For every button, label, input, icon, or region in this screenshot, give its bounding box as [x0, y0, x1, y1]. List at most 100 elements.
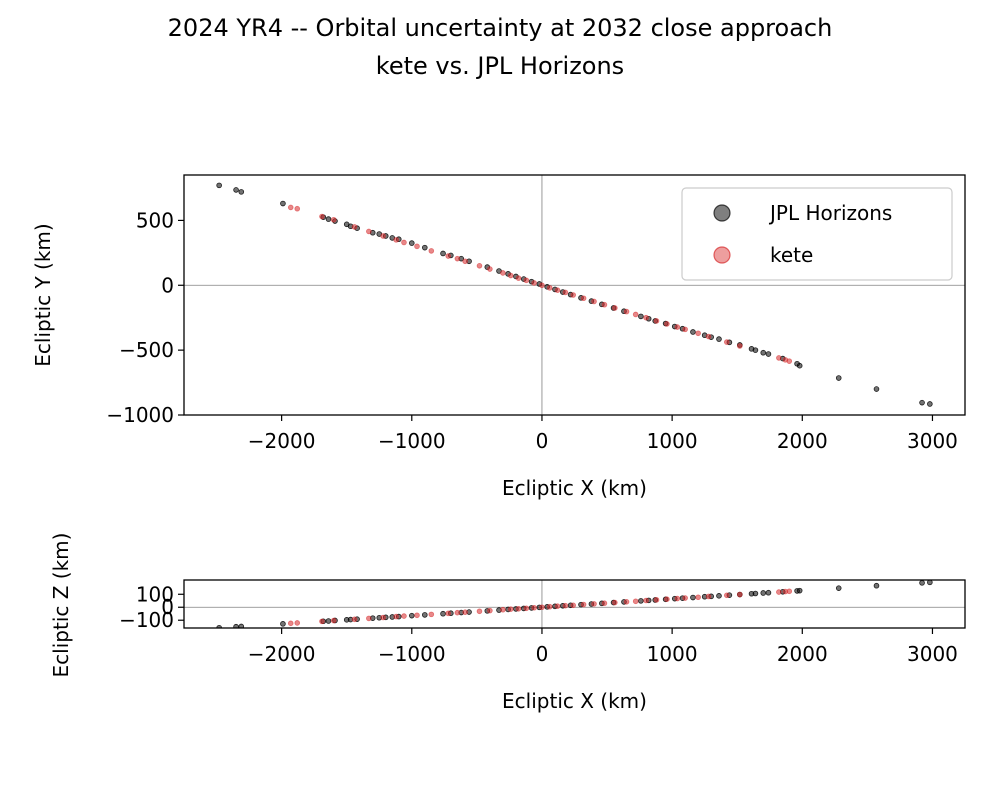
- kete-point: [287, 204, 294, 211]
- kete-point: [476, 608, 483, 615]
- kete-point: [330, 617, 337, 624]
- kete-point: [487, 607, 493, 614]
- jpl-point: [216, 182, 222, 189]
- jpl-point: [408, 240, 415, 246]
- kete-point: [562, 602, 569, 609]
- kete-point: [632, 311, 639, 318]
- kete-point: [351, 616, 358, 623]
- jpl-point: [765, 589, 772, 596]
- y-tick-label: 0: [161, 273, 174, 297]
- jpl-point: [440, 610, 446, 617]
- x-tick-label: 2000: [777, 429, 828, 453]
- kete-point: [507, 272, 514, 279]
- kete-point: [500, 606, 506, 613]
- kete-point: [570, 292, 576, 298]
- kete-point: [445, 610, 452, 617]
- kete-point: [601, 301, 608, 308]
- kete-point: [294, 205, 301, 212]
- legend: [681, 187, 953, 281]
- kete-point: [393, 613, 399, 620]
- x-tick-label: −1000: [378, 642, 446, 666]
- x-tick-label: 2000: [777, 642, 828, 666]
- jpl-point: [280, 621, 286, 627]
- jpl-point: [690, 329, 696, 335]
- kete-point: [554, 287, 561, 294]
- kete-point: [786, 588, 793, 595]
- kete-point: [539, 282, 545, 289]
- axes-frame: [183, 579, 966, 629]
- legend-label: kete: [770, 243, 813, 267]
- kete-point: [653, 597, 660, 603]
- kete-point: [515, 605, 522, 612]
- y-tick-label: 100: [136, 582, 174, 606]
- jpl-point: [835, 375, 842, 381]
- x-tick-label: 0: [536, 429, 549, 453]
- jpl-point: [716, 593, 722, 599]
- kete-point: [515, 275, 522, 281]
- jpl-point: [927, 580, 933, 586]
- kete-point: [674, 595, 681, 602]
- jpl-point: [440, 250, 446, 257]
- kete-point: [776, 589, 782, 595]
- jpl-point: [760, 349, 767, 356]
- kete-point: [695, 330, 701, 337]
- jpl-point: [422, 244, 428, 251]
- kete-point: [462, 258, 468, 265]
- y-tick-label: 500: [136, 208, 174, 232]
- points-layer: [216, 182, 933, 407]
- kete-point: [580, 295, 587, 302]
- kete-point: [570, 602, 576, 609]
- kete-point: [393, 237, 399, 243]
- points-layer: [216, 580, 933, 628]
- kete-point: [643, 597, 649, 604]
- kete-point: [351, 224, 358, 230]
- jpl-point: [716, 336, 722, 342]
- kete-point: [776, 355, 782, 361]
- x-tick-label: 1000: [647, 429, 698, 453]
- jpl-point: [873, 386, 880, 392]
- jpl-point: [238, 189, 245, 195]
- jpl-point: [873, 582, 880, 589]
- kete-point: [414, 612, 420, 619]
- kete-point: [546, 285, 553, 291]
- plot-panel-bottom: [178, 579, 966, 634]
- x-tick-label: 1000: [647, 642, 698, 666]
- kete-point: [737, 343, 743, 349]
- jpl-point: [638, 598, 644, 604]
- kete-point: [380, 233, 386, 239]
- chart-title: 2024 YR4 -- Orbital uncertainty at 2032 …: [167, 14, 833, 42]
- kete-point: [487, 266, 493, 272]
- kete-point: [723, 592, 730, 599]
- kete-point: [674, 324, 681, 330]
- kete-point: [643, 314, 649, 321]
- kete-point: [462, 609, 468, 615]
- jpl-point: [919, 580, 925, 586]
- kete-point: [705, 333, 712, 340]
- legend-label: JPL Horizons: [768, 201, 892, 225]
- kete-point: [507, 606, 514, 612]
- y-tick-label: 0: [161, 595, 174, 619]
- kete-point: [786, 358, 793, 364]
- kete-point: [523, 605, 530, 612]
- kete-point: [653, 318, 660, 324]
- jpl-point: [408, 612, 415, 619]
- kete-point: [591, 601, 597, 607]
- kete-point: [562, 289, 569, 296]
- axes-frame: [183, 174, 966, 416]
- kete-point: [664, 596, 670, 602]
- jpl-point: [752, 590, 759, 597]
- kete-point: [287, 620, 294, 627]
- jpl-point: [927, 401, 933, 407]
- jpl-point: [796, 587, 803, 594]
- y-tick-label: −100: [119, 608, 174, 632]
- kete-point: [705, 593, 712, 600]
- jpl-point: [760, 590, 767, 596]
- jpl-point: [752, 347, 759, 353]
- kete-point: [428, 611, 435, 618]
- kete-point: [428, 248, 435, 254]
- jpl-point: [325, 618, 332, 624]
- kete-point: [401, 239, 407, 246]
- x-tick-label: −1000: [378, 429, 446, 453]
- kete-point: [330, 216, 337, 223]
- kete-point: [454, 609, 461, 616]
